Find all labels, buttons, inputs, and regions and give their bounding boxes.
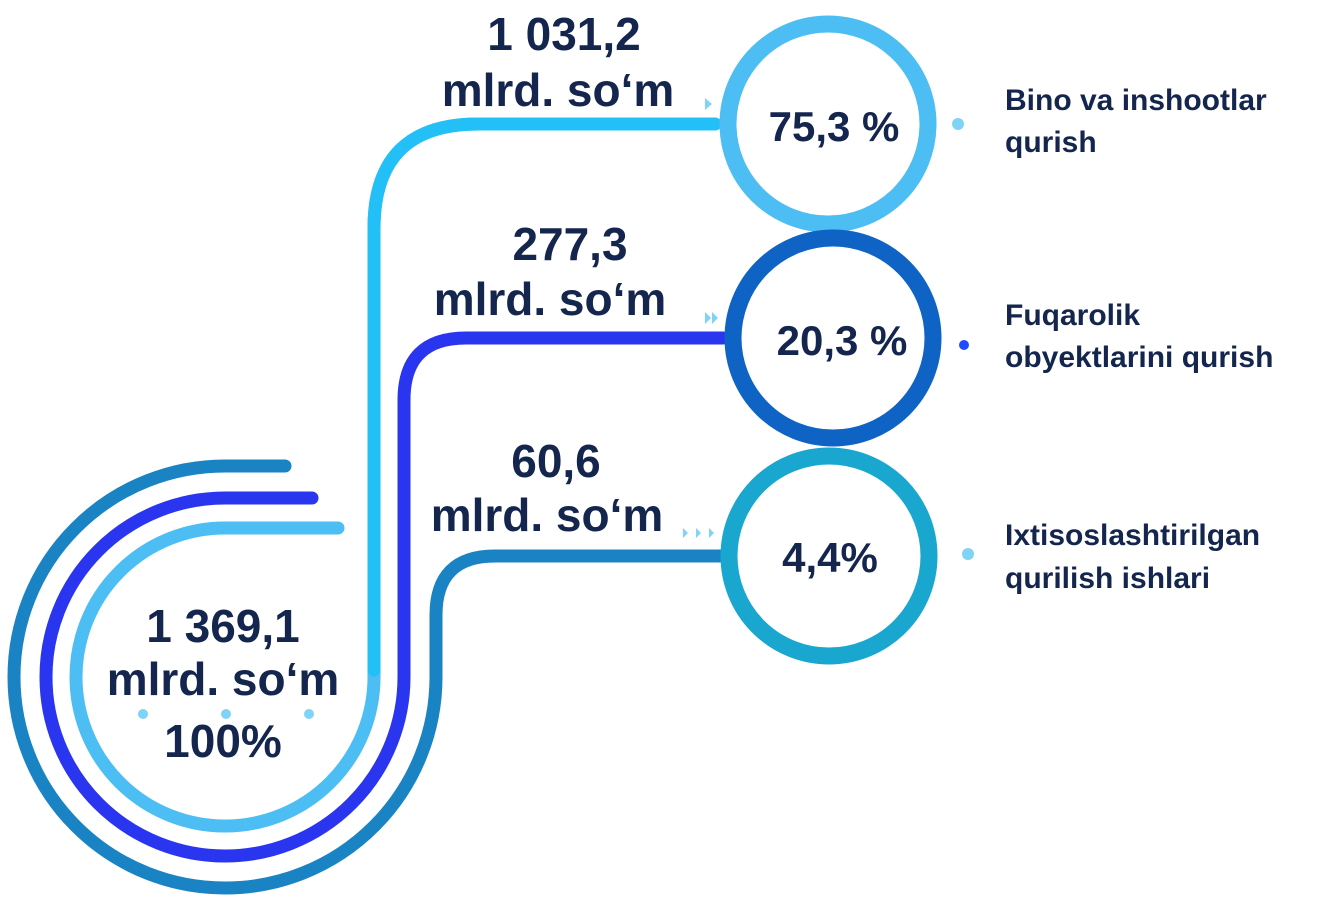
top-branch-highlight [367,117,722,677]
total-amount: 1 369,1 [146,600,299,652]
branch-3-label-line2: qurilish ishlari [1005,562,1210,595]
dot [304,709,314,719]
branch-1-label-line2: qurish [1005,126,1097,159]
dot [138,709,148,719]
chevron-right-icon [709,528,714,538]
branch-2-amount: 277,3 [512,218,627,270]
bullet-bottom [962,548,974,560]
dot [221,709,231,719]
arrow-markers [683,98,718,538]
branch-2-percent: 20,3 % [777,317,908,364]
chevron-right-icon [705,312,711,324]
chevron-right-icon [683,528,688,538]
total-unit: mlrd. so‘m [107,653,340,705]
branch-3-percent: 4,4% [782,534,878,581]
branch-1-label-line1: Bino va inshootlar [1005,84,1267,117]
branch-2-label-line1: Fuqarolik [1005,299,1140,332]
middle-flow-line [39,331,730,863]
outer-flow-line [7,459,730,895]
branch-1-percent: 75,3 % [769,103,900,150]
bullet-top [952,118,964,130]
branch-3-amount: 60,6 [511,435,601,487]
bullet-middle [959,340,969,350]
branch-1-amount: 1 031,2 [487,8,640,60]
chevron-right-icon [712,312,718,324]
chevron-right-icon [705,98,712,110]
branch-1-unit: mlrd. so‘m [442,64,675,116]
branch-2-label-line2: obyektlarini qurish [1005,341,1273,374]
ring-middle [724,229,942,447]
branch-3-label-line1: Ixtisoslashtirilgan [1005,519,1260,552]
branch-3-unit: mlrd. so‘m [431,489,664,541]
ring-top [719,15,937,233]
source-dots [138,709,314,719]
total-percent: 100% [164,715,282,767]
ring-bottom [720,447,938,665]
branch-2-unit: mlrd. so‘m [434,273,667,325]
chevron-right-icon [696,528,701,538]
source-arcs [7,117,730,895]
